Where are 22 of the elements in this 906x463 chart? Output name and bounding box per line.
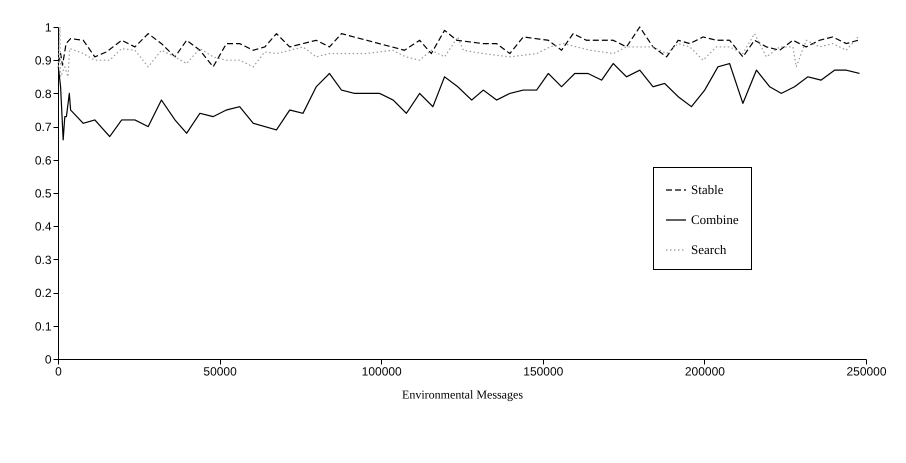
y-tick-label: 0.4 bbox=[34, 220, 52, 234]
x-tick-label: 100000 bbox=[362, 364, 402, 378]
line-series bbox=[58, 26, 859, 78]
x-tick-label: 50000 bbox=[203, 364, 238, 378]
x-tick-label: 200000 bbox=[684, 364, 726, 378]
legend-label: Stable bbox=[691, 182, 724, 197]
y-tick-label: 0.7 bbox=[34, 120, 52, 134]
y-tick-label: 0.6 bbox=[34, 153, 52, 168]
y-tick-label: 0.8 bbox=[34, 86, 52, 101]
y-tick-label: 0.5 bbox=[34, 186, 52, 200]
y-tick-label: 0.1 bbox=[34, 319, 52, 334]
x-tick-label: 150000 bbox=[523, 364, 564, 378]
legend-label: Combine bbox=[691, 212, 739, 227]
y-tick-label: 0 bbox=[44, 352, 52, 366]
x-tick-label: 250000 bbox=[846, 364, 887, 378]
x-tick-label: 0 bbox=[55, 364, 62, 378]
y-tick-label: 0.3 bbox=[34, 252, 52, 267]
y-tick-label: 1 bbox=[44, 20, 52, 34]
x-axis-title: Environmental Messages bbox=[402, 388, 524, 402]
y-tick-label: 0.9 bbox=[34, 54, 52, 68]
legend-label: Search bbox=[691, 242, 727, 257]
y-tick-label: 0.2 bbox=[34, 286, 52, 300]
